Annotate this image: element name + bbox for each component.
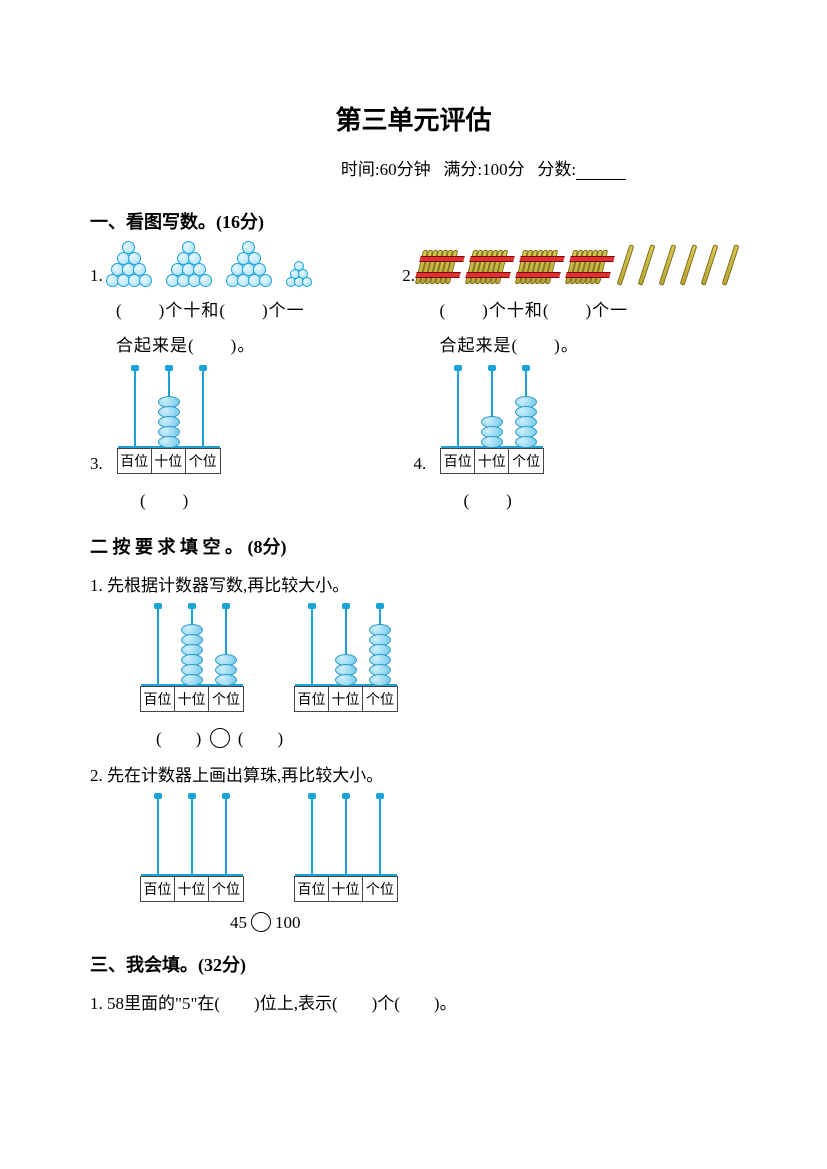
q2-line2: 合起来是( )。 bbox=[440, 331, 738, 356]
s2q2-number: 2. bbox=[90, 766, 103, 785]
q1-pyramids bbox=[107, 242, 311, 286]
s2q2-abacus-row: 百位十位个位 百位十位个位 bbox=[130, 792, 737, 904]
compare-circle-icon bbox=[251, 912, 271, 932]
s3q1-text: 58里面的"5"在( )位上,表示( )个( )。 bbox=[107, 994, 457, 1013]
s2q2-abacus-b: 百位十位个位 bbox=[284, 792, 398, 904]
time-label: 时间:60分钟 bbox=[341, 160, 431, 179]
s2q1-ans-left: ( ) bbox=[156, 729, 201, 748]
q1-line1: ( )个十和( )个一 bbox=[116, 296, 414, 321]
s2q1-answer-line: ( ) ( ) bbox=[156, 724, 737, 749]
s2q2-abacus-a: 百位十位个位 bbox=[130, 792, 244, 904]
q1-block: 1. bbox=[90, 242, 402, 286]
q1-line2: 合起来是( )。 bbox=[116, 331, 414, 356]
compare-circle-icon bbox=[210, 728, 230, 748]
section-2-heading: 二 按 要 求 填 空 。 (8分) bbox=[90, 533, 737, 559]
s2q2-right: 100 bbox=[275, 913, 301, 932]
s2q1-abacus-b: 百位十位个位 bbox=[284, 602, 398, 714]
section-3-heading: 三、我会填。(32分) bbox=[90, 951, 737, 977]
q2-line1: ( )个十和( )个一 bbox=[440, 296, 738, 321]
q3-block: 3. 百位十位个位 ( ) bbox=[90, 364, 414, 515]
q3-abacus: 百位十位个位 bbox=[107, 364, 221, 476]
s2q2-text: 先在计数器上画出算珠,再比较大小。 bbox=[107, 766, 383, 785]
q1-number: 1. bbox=[90, 266, 103, 286]
s2q1-abacus-row: 百位十位个位 百位十位个位 bbox=[130, 602, 737, 714]
score-blank bbox=[576, 179, 626, 180]
s2q2-left: 45 bbox=[230, 913, 247, 932]
s2q1-ans-right: ( ) bbox=[238, 729, 283, 748]
page-title: 第三单元评估 bbox=[90, 100, 737, 137]
q4-block: 4. 百位十位个位 ( ) bbox=[414, 364, 738, 515]
s3q1-number: 1. bbox=[90, 994, 103, 1013]
q4-answer: ( ) bbox=[464, 486, 738, 511]
meta-line: 时间:60分钟 满分:100分 分数: bbox=[90, 155, 737, 180]
q4-number: 4. bbox=[414, 454, 427, 474]
score-label: 分数: bbox=[537, 160, 576, 179]
s2q1-abacus-a: 百位十位个位 bbox=[130, 602, 244, 714]
q4-abacus: 百位十位个位 bbox=[430, 364, 544, 476]
s2q1-text: 先根据计数器写数,再比较大小。 bbox=[107, 576, 349, 595]
q3-answer: ( ) bbox=[140, 486, 414, 511]
q3-number: 3. bbox=[90, 454, 103, 474]
fullscore-label: 满分:100分 bbox=[443, 160, 524, 179]
s2q1-number: 1. bbox=[90, 576, 103, 595]
q2-number: 2. bbox=[402, 266, 415, 286]
s2q2-compare-line: 45 100 bbox=[90, 912, 737, 933]
q2-block: 2. bbox=[402, 244, 737, 286]
q2-bundles bbox=[419, 244, 737, 286]
section-1-heading: 一、看图写数。(16分) bbox=[90, 208, 737, 234]
